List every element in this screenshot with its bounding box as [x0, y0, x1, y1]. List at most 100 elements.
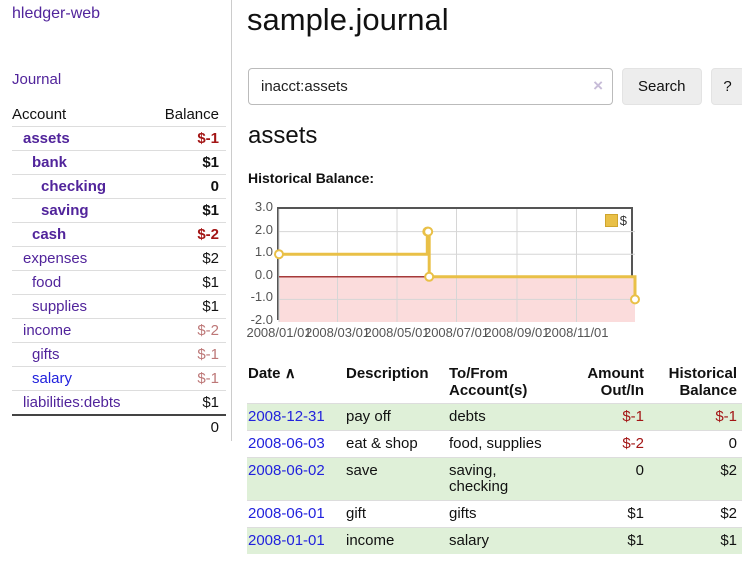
transaction-date-cell: 2008-06-01 [247, 500, 345, 528]
chart-plot-area: $ [274, 207, 640, 322]
account-balance: 0 [148, 174, 226, 199]
legend-label: $ [619, 213, 627, 228]
account-balance: $-2 [148, 222, 226, 247]
transaction-row: 2008-12-31 pay off debts $-1 $-1 [247, 403, 742, 431]
transaction-accounts: gifts [448, 500, 555, 528]
sidebar-account-link[interactable]: liabilities:debts [23, 394, 121, 411]
x-axis-tick-label: 2008/01/01 [246, 325, 312, 340]
transaction-accounts: saving, checking [448, 457, 555, 501]
transaction-amount: $1 [555, 500, 649, 528]
transaction-balance: 0 [649, 430, 742, 458]
sidebar-account-link[interactable]: checking [41, 178, 107, 195]
account-row: food $1 [12, 270, 226, 295]
sidebar-account-link[interactable]: income [23, 322, 72, 339]
account-row: checking 0 [12, 174, 226, 199]
sidebar: hledger-web Journal Account Balance asse… [0, 0, 232, 441]
accounts-total-row: 0 [12, 414, 226, 439]
transaction-balance: $2 [649, 457, 742, 501]
transaction-balance: $2 [649, 500, 742, 528]
transaction-description: pay off [345, 403, 448, 431]
search-button[interactable]: Search [622, 68, 702, 105]
brand-link[interactable]: hledger-web [12, 5, 101, 22]
description-column-header: Description [345, 362, 448, 404]
sidebar-account-link[interactable]: expenses [23, 250, 88, 267]
chart-canvas [274, 209, 640, 322]
transaction-row: 2008-06-01 gift gifts $1 $2 [247, 500, 742, 528]
x-axis-tick-label: 2008/03/01 [304, 325, 371, 340]
sidebar-account-link[interactable]: food [32, 274, 62, 291]
transaction-row: 2008-06-02 save saving, checking 0 $2 [247, 457, 742, 501]
account-row: supplies $1 [12, 294, 226, 319]
account-row: expenses $2 [12, 246, 226, 271]
account-name-cell: assets [12, 126, 149, 151]
sort-ascending-icon: ∧ [284, 365, 296, 382]
account-balance: $-1 [148, 366, 226, 391]
register-table-body: 2008-12-31 pay off debts $-1 $-1 2008-06-03 ea… [247, 403, 742, 554]
transaction-date-link[interactable]: 2008-01-01 [248, 532, 325, 549]
transaction-balance: $1 [649, 527, 742, 554]
y-axis-tick-label: 2.0 [254, 221, 273, 237]
account-balance: $-2 [148, 318, 226, 343]
accounts-column-header: To/From Account(s) [448, 362, 555, 404]
sidebar-account-link[interactable]: supplies [32, 298, 88, 315]
clear-search-icon[interactable]: × [593, 76, 603, 95]
account-name-cell: cash [12, 222, 149, 247]
transaction-row: 2008-06-03 eat & shop food, supplies $-2 0 [247, 430, 742, 458]
date-column-header[interactable]: Date ∧ [247, 362, 345, 404]
account-name-cell: expenses [12, 246, 149, 271]
account-name-cell: supplies [12, 294, 149, 319]
accounts-table-body: assets $-1 bank $1 checking 0 saving $1 cash $-2 e… [12, 126, 226, 439]
transaction-date-cell: 2008-06-03 [247, 430, 345, 458]
sidebar-account-link[interactable]: gifts [32, 346, 60, 363]
account-row: income $-2 [12, 318, 226, 343]
account-name-cell: food [12, 270, 149, 295]
page-title: sample.journal [247, 2, 449, 37]
account-row: liabilities:debts $1 [12, 390, 226, 415]
transaction-date-link[interactable]: 2008-06-02 [248, 462, 325, 479]
account-balance: $1 [148, 150, 226, 175]
account-name-cell: salary [12, 366, 149, 391]
x-axis-tick-label: 2008/11/01 [544, 325, 609, 340]
account-row: bank $1 [12, 150, 226, 175]
account-name-cell: gifts [12, 342, 149, 367]
transaction-accounts: debts [448, 403, 555, 431]
account-name-cell: liabilities:debts [12, 390, 149, 415]
help-button[interactable]: ? [710, 68, 742, 105]
sidebar-account-link[interactable]: saving [41, 202, 89, 219]
accounts-table-header: Account Balance [12, 103, 226, 127]
search-form: × Search ? [248, 68, 742, 105]
accounts-table: Account Balance assets $-1 bank $1 checking 0… [12, 103, 226, 439]
sidebar-account-link[interactable]: bank [32, 154, 68, 171]
y-axis-tick-label: -2.0 [250, 312, 273, 327]
transaction-amount: $1 [555, 527, 649, 554]
transaction-date-link[interactable]: 2008-12-31 [248, 408, 325, 425]
transaction-amount: 0 [555, 457, 649, 501]
account-row: gifts $-1 [12, 342, 226, 367]
transaction-amount: $-1 [555, 403, 649, 431]
transaction-description: save [345, 457, 448, 501]
account-balance: $2 [148, 246, 226, 271]
account-name-cell: checking [12, 174, 149, 199]
account-balance: $1 [148, 294, 226, 319]
account-balance: $1 [148, 390, 226, 415]
account-heading: assets [248, 122, 318, 149]
sidebar-account-link[interactable]: salary [32, 370, 73, 387]
sidebar-item-journal[interactable]: Journal [12, 71, 62, 88]
sidebar-account-link[interactable]: cash [32, 226, 67, 243]
transaction-date-link[interactable]: 2008-06-01 [248, 505, 325, 522]
legend-swatch-icon [604, 214, 618, 227]
account-name-cell: income [12, 318, 149, 343]
account-name-cell: bank [12, 150, 149, 175]
register-table: Date ∧ Description To/From Account(s) Am… [247, 362, 742, 554]
search-input[interactable] [248, 68, 613, 105]
account-row: salary $-1 [12, 366, 226, 391]
account-balance: $-1 [148, 342, 226, 367]
historical-balance-chart: $ 3.0 2.0 1.0 0.0 -1.0 -2.0 2008/01/01 2008/03/… [246, 199, 647, 343]
x-axis-tick-label: 2008/05/01 [364, 325, 430, 340]
transaction-description: gift [345, 500, 448, 528]
sidebar-account-link[interactable]: assets [23, 130, 70, 147]
transaction-accounts: food, supplies [448, 430, 555, 458]
transaction-row: 2008-01-01 income salary $1 $1 [247, 527, 742, 554]
transaction-date-link[interactable]: 2008-06-03 [248, 435, 325, 452]
account-row: assets $-1 [12, 126, 226, 151]
